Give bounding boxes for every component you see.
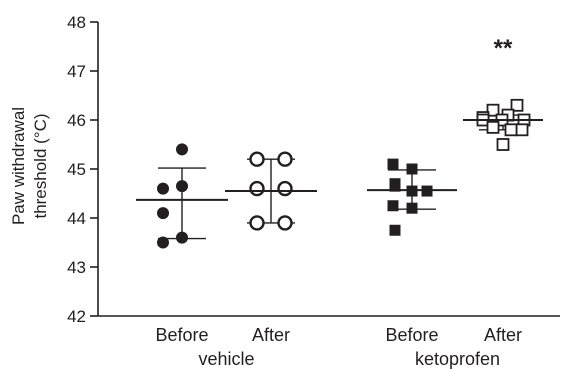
x-group-label: vehicle (198, 349, 254, 369)
y-axis-label-line1: Paw withdrawal (9, 107, 28, 225)
y-tick-label: 47 (67, 62, 86, 81)
data-points (157, 98, 531, 249)
data-point (486, 103, 500, 117)
error-bars (158, 114, 527, 240)
x-group-label: ketoprofen (415, 349, 500, 369)
data-point (504, 123, 518, 137)
data-point (249, 215, 265, 231)
data-point (176, 180, 188, 193)
data-point (387, 200, 399, 212)
annotations: ** (494, 35, 513, 62)
y-tick-label: 44 (67, 209, 86, 228)
data-point (387, 158, 399, 170)
x-category-label: After (252, 325, 290, 345)
x-category-label: After (484, 325, 522, 345)
y-tick-label: 45 (67, 160, 86, 179)
y-tick-label: 42 (67, 307, 86, 326)
y-axis-label-line2: threshold (°C) (31, 113, 50, 218)
data-point (157, 236, 169, 249)
data-point (249, 180, 265, 197)
data-point (277, 151, 293, 167)
data-point (249, 151, 265, 167)
data-point (277, 180, 293, 197)
mean-lines (136, 119, 543, 201)
x-category-labels: Before After Before After (155, 325, 522, 345)
data-point (176, 231, 188, 244)
x-category-label: Before (385, 325, 438, 345)
data-point (515, 123, 529, 137)
data-point (389, 180, 401, 192)
data-point (406, 163, 418, 175)
data-point (389, 224, 401, 236)
significance-annotation: ** (494, 35, 513, 62)
data-point (486, 120, 500, 134)
y-tick-label: 48 (67, 13, 86, 32)
data-point (406, 202, 418, 214)
x-group-labels: vehicle ketoprofen (198, 349, 500, 369)
axes (97, 22, 560, 317)
x-category-label: Before (155, 325, 208, 345)
y-ticks: 42 43 44 45 46 47 48 (67, 13, 98, 326)
y-tick-label: 43 (67, 258, 86, 277)
y-tick-label: 46 (67, 111, 86, 130)
data-point (157, 182, 169, 195)
data-point (176, 143, 188, 156)
data-point (157, 207, 169, 220)
y-axis-label: Paw withdrawal threshold (°C) (9, 107, 50, 225)
data-point (277, 215, 293, 231)
data-point (496, 138, 510, 151)
data-point (510, 98, 524, 112)
